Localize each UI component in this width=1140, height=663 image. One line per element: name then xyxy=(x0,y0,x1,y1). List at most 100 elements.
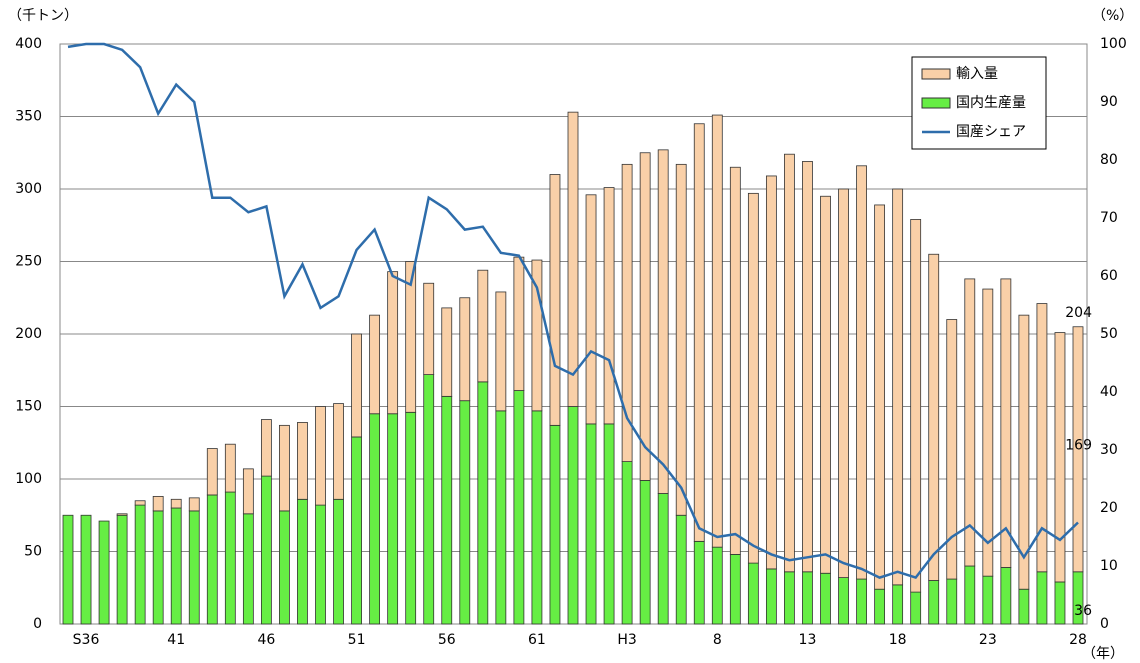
bar xyxy=(224,491,236,625)
bar xyxy=(134,500,146,506)
bar xyxy=(567,111,579,407)
x-tick-label: 46 xyxy=(257,632,275,648)
bar xyxy=(603,187,615,425)
y-tick-label: 200 xyxy=(15,326,42,342)
y-tick-label: 350 xyxy=(15,109,42,125)
bar xyxy=(170,507,182,625)
bar xyxy=(856,578,867,625)
bar xyxy=(838,188,849,579)
bar xyxy=(242,468,254,515)
bar xyxy=(1000,278,1012,568)
bar xyxy=(387,413,399,625)
bar xyxy=(928,580,940,625)
bar xyxy=(711,114,723,548)
bar xyxy=(892,188,904,586)
bar xyxy=(369,413,381,625)
y2-tick-label: 70 xyxy=(1100,210,1118,226)
bar xyxy=(441,307,453,397)
bar xyxy=(531,410,543,625)
bar xyxy=(477,381,489,625)
bar xyxy=(784,571,795,625)
bar xyxy=(279,510,290,625)
bar xyxy=(675,163,687,516)
bar xyxy=(910,591,922,625)
bar xyxy=(838,577,849,625)
bar xyxy=(1036,303,1048,573)
y-tick-label: 250 xyxy=(15,254,42,270)
bar xyxy=(423,282,435,375)
legend-label: 国産シェア xyxy=(956,124,1026,140)
bar xyxy=(964,565,976,625)
bar xyxy=(62,514,74,625)
bar xyxy=(820,572,831,625)
x-tick-label: 18 xyxy=(889,632,907,648)
bar xyxy=(459,400,471,625)
bar xyxy=(946,319,958,580)
bar xyxy=(765,568,777,625)
y2-tick-label: 100 xyxy=(1100,36,1127,52)
bar xyxy=(116,513,128,516)
bar xyxy=(1018,588,1030,625)
bar xyxy=(495,410,507,625)
bar xyxy=(315,504,326,625)
bar xyxy=(711,546,723,625)
bar xyxy=(729,166,741,555)
bar xyxy=(585,423,597,625)
legend-label: 国内生産量 xyxy=(956,95,1026,111)
bar xyxy=(585,194,597,425)
annotation: 204 xyxy=(1065,305,1092,321)
bar xyxy=(513,390,525,625)
bar xyxy=(1036,571,1048,625)
x-axis-label: （年） xyxy=(1082,646,1124,662)
bar xyxy=(549,424,561,625)
x-tick-label: 23 xyxy=(979,632,997,648)
bar xyxy=(1000,567,1012,625)
bar xyxy=(747,562,759,625)
bar xyxy=(964,278,976,567)
bar xyxy=(116,514,128,625)
bar xyxy=(405,411,417,625)
bar xyxy=(206,448,218,496)
bar xyxy=(260,419,272,477)
x-tick-label: S36 xyxy=(73,632,100,648)
bar xyxy=(1054,581,1066,625)
bar xyxy=(856,165,867,580)
bar xyxy=(387,271,399,415)
bar xyxy=(1018,314,1030,590)
bar xyxy=(297,498,308,625)
bar xyxy=(279,424,290,512)
x-tick-label: 13 xyxy=(799,632,817,648)
y2-tick-label: 0 xyxy=(1100,616,1109,632)
bar xyxy=(639,480,651,625)
bar xyxy=(297,422,308,500)
bar xyxy=(982,575,994,625)
bar xyxy=(675,514,687,625)
bar xyxy=(152,510,164,625)
bar xyxy=(874,588,886,625)
x-tick-label: 8 xyxy=(713,632,722,648)
bar xyxy=(459,297,471,402)
bar xyxy=(946,578,958,625)
bar xyxy=(98,520,110,625)
bar xyxy=(693,540,705,625)
bar xyxy=(351,333,362,438)
x-tick-label: 56 xyxy=(438,632,456,648)
y2-tick-label: 90 xyxy=(1100,94,1118,110)
bar xyxy=(765,175,777,570)
bar xyxy=(260,475,272,625)
bar xyxy=(1072,326,1084,573)
bar xyxy=(784,153,795,573)
annotation: 36 xyxy=(1074,603,1092,619)
y2-tick-label: 40 xyxy=(1100,384,1118,400)
y2-axis-label: （%） xyxy=(1092,8,1133,24)
bar xyxy=(134,504,146,625)
bar xyxy=(567,406,579,625)
bar xyxy=(242,513,254,625)
y-tick-label: 100 xyxy=(15,471,42,487)
bar xyxy=(657,493,669,625)
bar xyxy=(621,163,633,463)
y2-tick-label: 50 xyxy=(1100,326,1118,342)
bar xyxy=(1054,332,1066,583)
x-tick-label: 51 xyxy=(348,632,366,648)
